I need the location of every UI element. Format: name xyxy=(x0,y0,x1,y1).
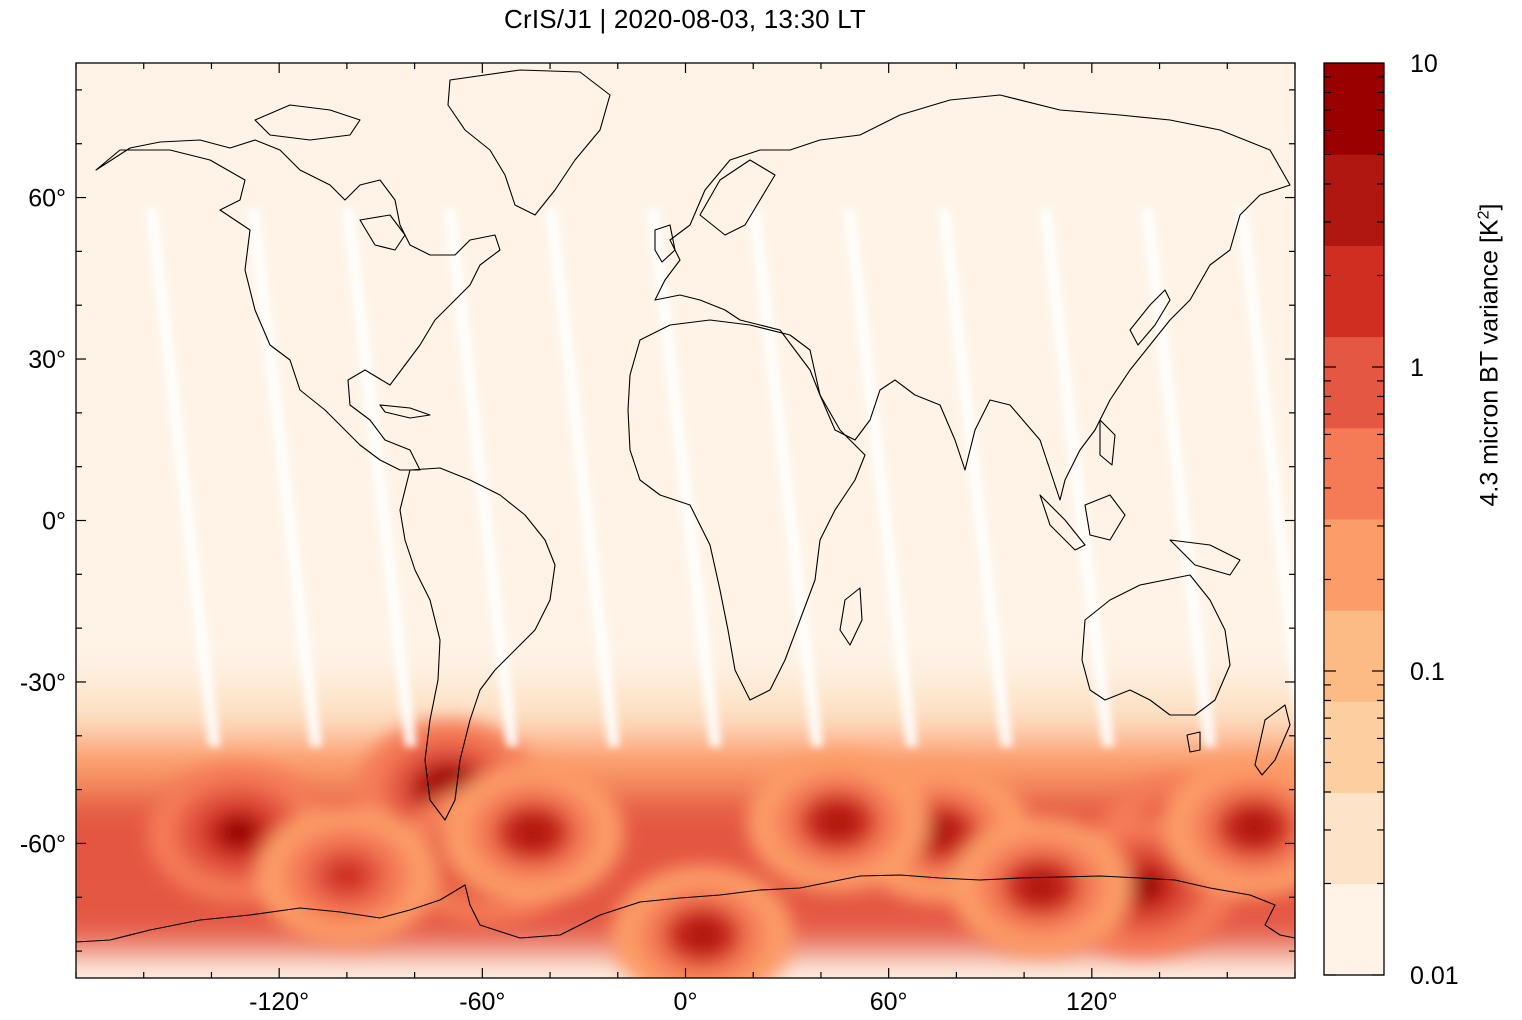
coast-japan xyxy=(1129,289,1171,346)
swath-gap xyxy=(937,208,1013,747)
latitude-band xyxy=(76,520,1295,682)
axis-ticks xyxy=(75,63,1296,978)
swath-gap xyxy=(646,208,722,747)
x-axis-tick-labels: -120° -60° 0° 60° 120° xyxy=(249,988,1118,1016)
heatmap-field xyxy=(76,63,1295,978)
x-tick-label: -120° xyxy=(249,988,309,1016)
swath-gap xyxy=(1235,208,1295,714)
colorbar-segment xyxy=(1324,519,1384,611)
swath-gap xyxy=(145,208,221,747)
swath-gap xyxy=(545,208,621,747)
swath-gap xyxy=(341,208,417,747)
colorbar-label-close: ] xyxy=(1475,203,1504,211)
colorbar-tick-label: 1 xyxy=(1410,354,1424,382)
y-tick-label: 0° xyxy=(42,508,66,536)
coast-madagascar xyxy=(839,587,863,646)
y-tick-label: -60° xyxy=(20,830,66,858)
colorbar-tick-label: 0.01 xyxy=(1410,962,1459,990)
colorbar-segment xyxy=(1324,610,1384,702)
hotspot xyxy=(326,859,368,892)
y-tick-label: -30° xyxy=(20,669,66,697)
x-tick-label: -60° xyxy=(459,988,505,1016)
x-tick-label: 0° xyxy=(674,988,698,1016)
hotspot xyxy=(217,816,260,849)
swath-gap xyxy=(748,208,824,747)
x-tick-label: 60° xyxy=(870,988,908,1016)
swath-gap xyxy=(843,208,919,747)
coast-africa xyxy=(627,319,866,701)
y-tick-label: 60° xyxy=(28,185,66,213)
variance-hotspots xyxy=(147,719,1295,978)
coast-borneo xyxy=(1084,494,1126,541)
hotspot xyxy=(512,816,554,849)
colorbar-segment xyxy=(1324,245,1384,338)
colorbar-tick-label: 10 xyxy=(1410,50,1438,78)
colorbar-label-sup: 2 xyxy=(1475,210,1493,220)
colorbar-segment xyxy=(1324,336,1384,429)
colorbar-tick-labels: 10 1 0.1 0.01 xyxy=(1410,50,1459,990)
colorbar-segment xyxy=(1324,883,1384,976)
x-tick-label: 120° xyxy=(1066,988,1118,1016)
coast-british-isles xyxy=(654,224,676,263)
coast-scandinavia xyxy=(699,159,776,236)
swath-gap xyxy=(247,208,323,747)
colorbar-frame xyxy=(1323,62,1385,976)
colorbar-segment xyxy=(1324,701,1384,794)
coast-new-guinea xyxy=(1169,539,1241,576)
hotspot xyxy=(681,918,724,951)
colorbar-segment xyxy=(1324,792,1384,885)
coast-sumatra xyxy=(1039,494,1086,551)
coast-greenland xyxy=(447,69,611,216)
coast-antarctica xyxy=(76,874,1295,943)
coast-south-america xyxy=(399,467,556,821)
coast-tasmania xyxy=(1186,731,1201,753)
colorbar-segment xyxy=(1324,63,1384,155)
coast-australia xyxy=(1081,574,1231,716)
coast-hudson-bay xyxy=(359,214,406,251)
swath-gaps xyxy=(145,208,1295,747)
colorbar-segment xyxy=(1324,427,1384,520)
y-axis-tick-labels: 60° 30° 0° -30° -60° xyxy=(20,185,66,859)
coast-philippines xyxy=(1099,419,1116,466)
swath-gap xyxy=(1141,208,1217,747)
colorbar-ticks xyxy=(1324,76,1384,976)
coast-cuba xyxy=(379,404,431,419)
hotspot xyxy=(817,805,859,838)
coast-eurasia xyxy=(654,94,1291,501)
hotspot xyxy=(918,816,961,849)
coast-north-america xyxy=(95,139,501,471)
swath-gap xyxy=(443,208,519,747)
latitude-band xyxy=(76,681,1295,736)
coast-new-zealand xyxy=(1254,704,1291,776)
colorbar-tick-label: 0.1 xyxy=(1410,658,1445,686)
colorbar-segment xyxy=(1324,154,1384,246)
y-tick-label: 30° xyxy=(28,346,66,374)
chart-title: CrIS/J1 | 2020-08-03, 13:30 LT xyxy=(503,4,867,34)
coastlines xyxy=(76,69,1295,943)
hotspot xyxy=(1233,811,1276,844)
colorbar-label-text: 4.3 micron BT variance [K xyxy=(1475,219,1504,507)
coast-arctic-islands xyxy=(254,104,361,141)
hotspot xyxy=(1020,870,1062,903)
colorbar xyxy=(1323,62,1385,976)
